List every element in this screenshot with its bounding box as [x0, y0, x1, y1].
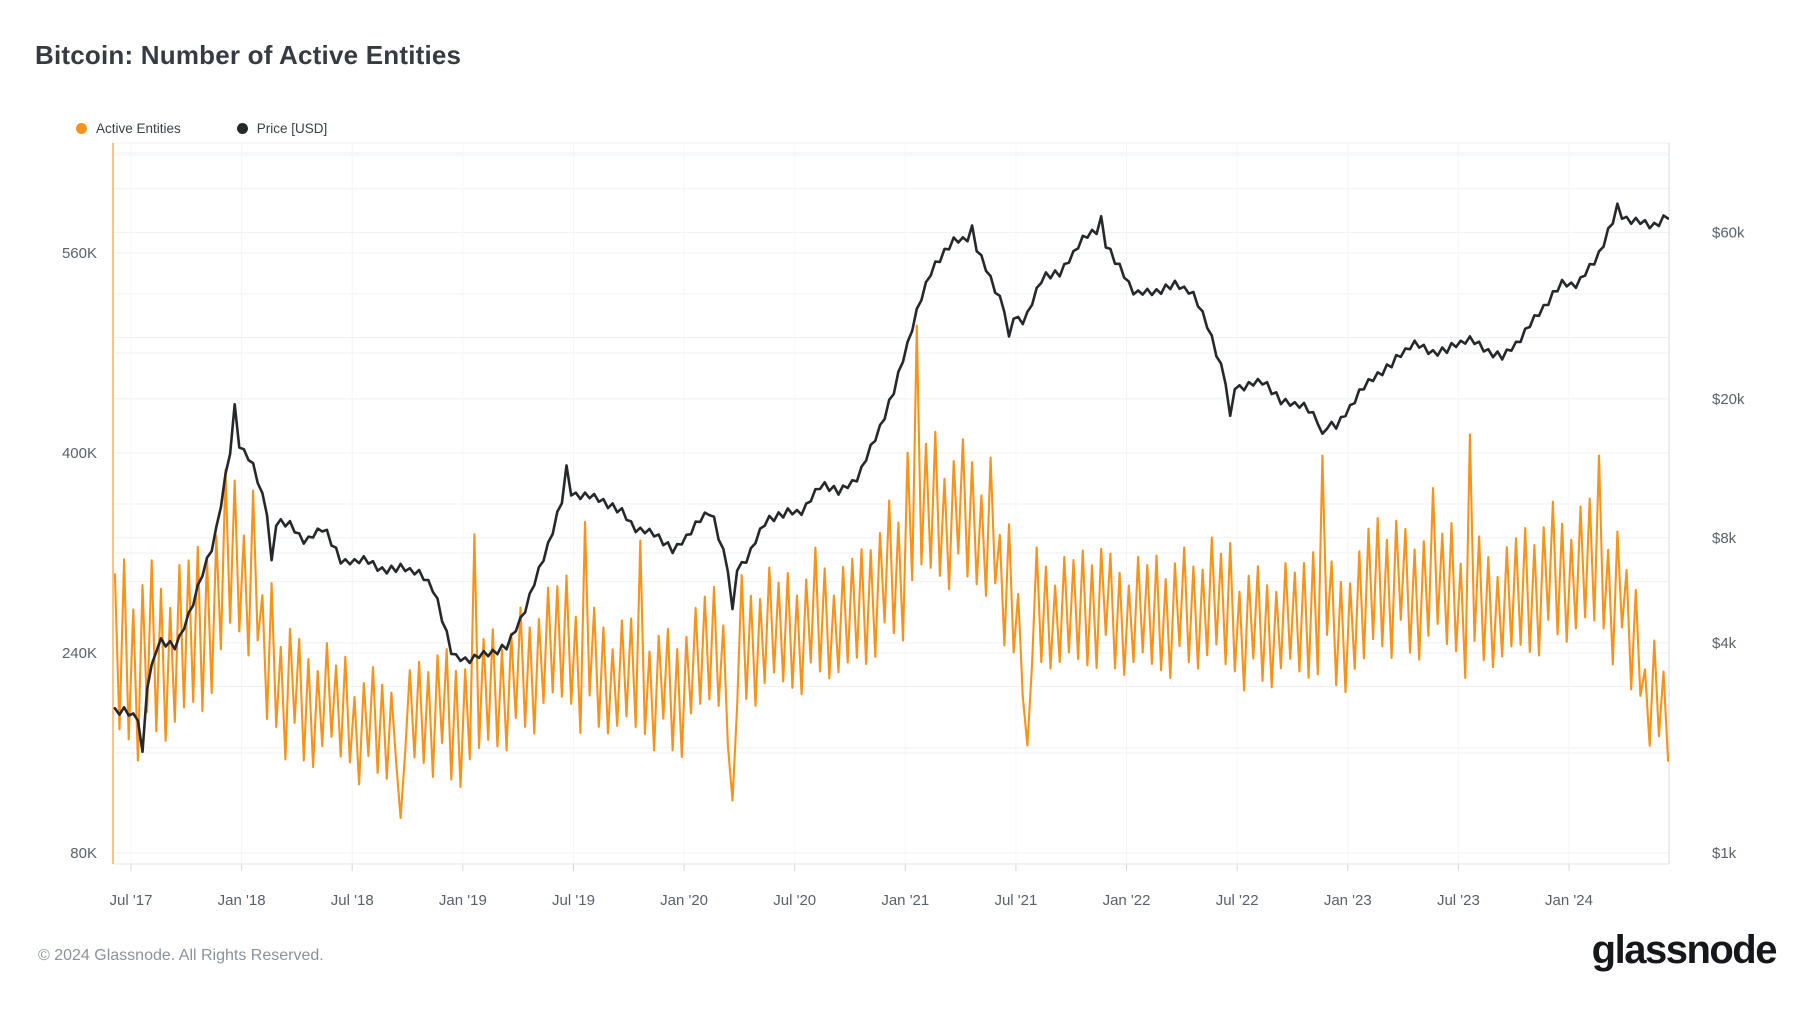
- x-tick-label: Jul '22: [1216, 892, 1259, 909]
- x-tick-label: Jul '19: [552, 892, 595, 909]
- legend-swatch-price-usd-icon: [236, 123, 248, 134]
- x-tick-label: Jan '22: [1103, 892, 1151, 909]
- x-tick-label: Jul '17: [110, 892, 153, 909]
- legend-item-active-entities[interactable]: Active Entities: [76, 121, 181, 136]
- y-left-tick-label: 560K: [62, 245, 97, 262]
- legend-label-active-entities: Active Entities: [96, 121, 181, 136]
- series-layer: [113, 202, 1669, 820]
- series-line-price-usd: [113, 202, 1669, 754]
- y-right-tick-label: $60k: [1712, 224, 1745, 241]
- y-left-tick-label: 400K: [62, 445, 97, 462]
- x-tick-label: Jul '23: [1437, 892, 1480, 909]
- x-tick-label: Jul '21: [994, 892, 1037, 909]
- x-tick-label: Jan '19: [439, 892, 487, 909]
- x-tick-label: Jan '24: [1545, 892, 1593, 909]
- copyright-text: © 2024 Glassnode. All Rights Reserved.: [38, 947, 324, 964]
- legend-swatch-active-entities-icon: [76, 123, 87, 134]
- gridlines: [113, 143, 1669, 871]
- x-tick-label: Jan '21: [881, 892, 929, 909]
- y-right-tick-label: $20k: [1712, 391, 1745, 408]
- y-right-tick-label: $4k: [1712, 635, 1737, 652]
- legend: Active Entities Price [USD]: [76, 121, 327, 136]
- y-left-tick-label: 240K: [62, 645, 97, 662]
- x-tick-label: Jan '18: [218, 892, 266, 909]
- y-right-tick-label: $1k: [1712, 845, 1737, 862]
- legend-label-price-usd: Price [USD]: [256, 121, 328, 136]
- legend-item-price-usd[interactable]: Price [USD]: [236, 121, 328, 136]
- x-tick-label: Jan '20: [660, 892, 708, 909]
- x-tick-label: Jul '20: [773, 892, 816, 909]
- x-tick-label: Jul '18: [331, 892, 374, 909]
- y-left-tick-label: 80K: [70, 845, 97, 862]
- chart-title: Bitcoin: Number of Active Entities: [35, 40, 462, 70]
- series-line-active-entities: [113, 324, 1669, 820]
- glassnode-logo[interactable]: glassnode: [1591, 928, 1778, 972]
- x-tick-label: Jan '23: [1324, 892, 1372, 909]
- y-right-tick-label: $8k: [1712, 530, 1737, 547]
